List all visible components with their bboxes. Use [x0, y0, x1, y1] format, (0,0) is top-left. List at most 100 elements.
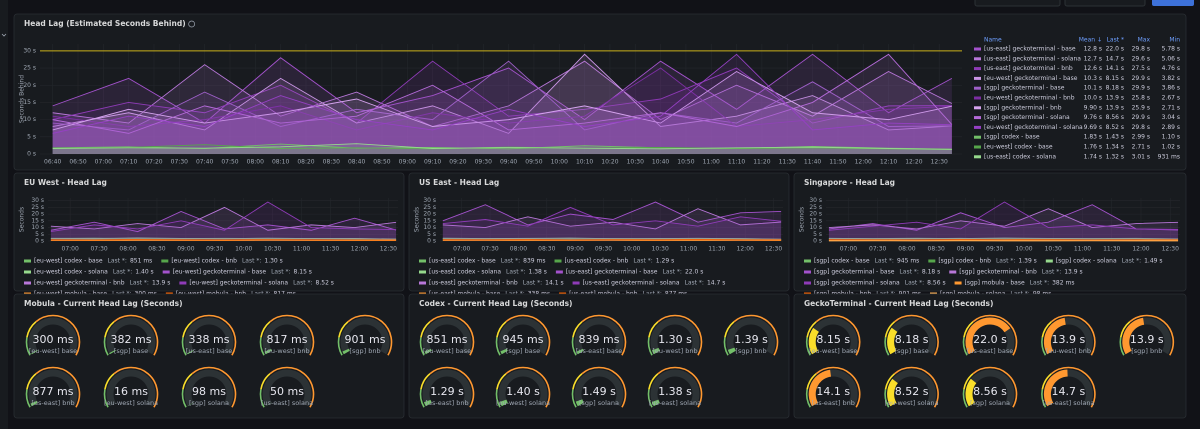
legend-stat-label: Last *:: [663, 269, 682, 276]
panel-title: Head Lag (Estimated Seconds Behind): [24, 19, 186, 28]
legend-max: 25.9 s: [1132, 104, 1150, 111]
gauge-value: [342, 348, 350, 355]
y-tick-label: 15 s: [423, 217, 436, 224]
gauge-threshold-band: [419, 337, 425, 356]
share-button[interactable]: [1152, 0, 1194, 6]
panel: [408, 172, 790, 292]
gauge-threshold-band: [963, 373, 974, 390]
y-tick-label: 20 s: [23, 82, 36, 89]
legend-last: 13.9 s: [152, 280, 170, 287]
x-tick-label: 10:20: [601, 159, 618, 166]
gauge-value-label: 14.1 s: [816, 385, 850, 398]
legend-max: 27.5 s: [1132, 65, 1150, 72]
gauge-label: [sgp] base: [894, 347, 928, 355]
x-tick-label: 11:20: [753, 159, 770, 166]
x-tick-label: 10:40: [652, 159, 669, 166]
x-tick-label: 12:20: [905, 159, 922, 166]
gauge-value: [651, 347, 660, 355]
x-tick-label: 08:50: [373, 159, 390, 166]
legend-item: [us-east] codex - solana Last *: 1.38 s: [419, 269, 547, 276]
series-line: [52, 60, 952, 131]
gauge-threshold-band: [191, 314, 237, 356]
x-tick-label: 09:30: [986, 246, 1003, 253]
x-tick-label: 07:30: [481, 246, 498, 253]
legend-last: 1.38 s: [528, 269, 546, 276]
legend-name: [us-east] codex - base: [429, 258, 496, 265]
series-area: [52, 143, 952, 154]
gauge-value: [575, 399, 584, 407]
gauge-threshold-band: [647, 337, 653, 356]
gauge-label: [sgp] bnb: [735, 347, 766, 355]
y-tick-label: 30 s: [23, 47, 36, 54]
legend-last: 839 ms: [523, 258, 545, 265]
gauge-threshold-band: [1119, 337, 1125, 356]
legend-mean: 1.76 s: [1084, 144, 1102, 151]
gauge-threshold-band: [104, 321, 115, 338]
legend-last: 8.15 s: [294, 269, 312, 276]
x-tick-label: 11:30: [322, 246, 339, 253]
time-picker[interactable]: [974, 0, 1061, 7]
legend-name: [eu-west] geckoterminal - bnb: [984, 95, 1075, 102]
gauge-threshold-band: [805, 337, 811, 356]
legend-name: [us-east] geckoterminal - bnb: [984, 65, 1073, 72]
y-tick-label: 10 s: [23, 116, 36, 123]
legend-swatch: [419, 270, 426, 274]
legend-min: 3.82 s: [1162, 75, 1180, 82]
legend-stat-label: Last *:: [905, 280, 924, 287]
legend-mean: 1.74 s: [1084, 153, 1102, 160]
gauge-threshold-band: [648, 373, 659, 390]
series-area: [52, 68, 952, 154]
legend-max: 29.8 s: [1132, 46, 1150, 53]
x-tick-label: 08:00: [119, 246, 136, 253]
legend-min: 4.76 s: [1162, 65, 1180, 72]
x-tick-label: 08:00: [247, 159, 264, 166]
y-tick-label: 25 s: [23, 65, 36, 72]
gauge-threshold-band: [104, 373, 115, 390]
gauge-value-label: 16 ms: [114, 385, 148, 398]
gauge-threshold-band: [259, 389, 265, 408]
y-tick-label: 25 s: [423, 204, 436, 211]
gauge-threshold-band: [1041, 389, 1047, 408]
gauge-threshold-band: [26, 321, 37, 338]
gauge-value: [499, 399, 508, 407]
legend-swatch: [162, 270, 170, 274]
gauge-threshold-band: [884, 389, 890, 408]
legend-stat-label: Last *:: [501, 258, 520, 265]
legend-max: 2.71 s: [1132, 144, 1150, 151]
panel: [793, 172, 1187, 292]
x-tick-label: 09:50: [525, 159, 542, 166]
x-tick-label: 08:30: [538, 246, 555, 253]
y-tick-label: 20 s: [31, 211, 44, 218]
x-tick-label: 07:30: [869, 246, 886, 253]
gauge-threshold-band: [648, 321, 659, 338]
legend-stat-label: Last *:: [271, 269, 290, 276]
legend-min: 5.06 s: [1162, 55, 1180, 62]
gauge-threshold-band: [420, 373, 431, 390]
x-tick-label: 12:30: [931, 159, 948, 166]
legend-stat-label: Last *:: [242, 258, 261, 265]
side-chevron[interactable]: [1, 33, 7, 37]
legend-name: [us-east] geckoterminal - bnb: [429, 280, 518, 287]
legend-max: 29.9 s: [1132, 114, 1150, 121]
legend-name: [sgp] codex - base: [814, 258, 870, 265]
gauge-threshold-band: [972, 314, 1018, 356]
gauge-threshold-band: [581, 314, 627, 356]
gauge-value-label: 1.38 s: [658, 385, 692, 398]
legend-swatch: [804, 281, 811, 285]
gauge-threshold-band: [35, 314, 81, 356]
side-bar: [0, 0, 8, 429]
panel: [13, 13, 1187, 171]
x-tick-label: 12:10: [880, 159, 897, 166]
x-tick-label: 10:00: [623, 246, 640, 253]
gauge-label: [sgp] solana: [579, 399, 619, 407]
refresh-button[interactable]: [1064, 0, 1146, 7]
legend-swatch: [974, 47, 981, 51]
legend-name: [us-east] codex - bnb: [565, 258, 629, 265]
y-tick-label: 10 s: [423, 224, 436, 231]
gauge-threshold-band: [894, 366, 939, 408]
x-tick-label: 11:30: [779, 159, 796, 166]
x-tick-label: 10:30: [264, 246, 281, 253]
series-area: [828, 208, 1179, 241]
legend-mean: 1.83 s: [1084, 134, 1102, 141]
